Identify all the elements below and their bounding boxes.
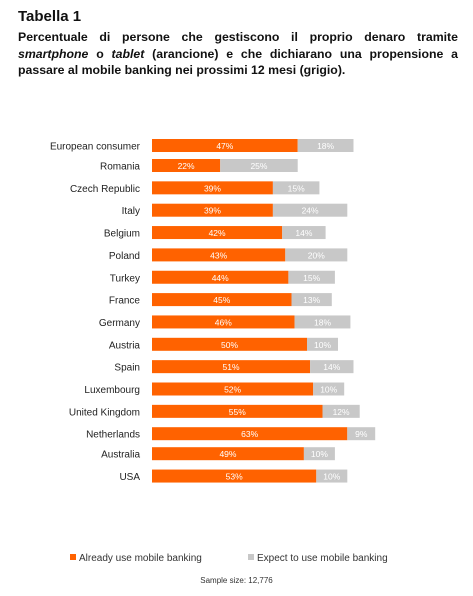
value-label-already-czech-republic: 39% [204, 183, 221, 193]
value-label-already-turkey: 44% [212, 273, 229, 283]
bar-already-usa [152, 469, 317, 483]
value-label-expect-spain: 14% [323, 362, 340, 372]
bar-already-australia [152, 447, 304, 461]
category-label-germany: Germany [99, 318, 140, 329]
bar-expect-australia [303, 447, 335, 461]
sample-size-note: Sample size: 12,776 [200, 576, 273, 585]
bar-expect-austria [307, 337, 338, 351]
value-label-expect-australia: 10% [311, 449, 328, 459]
value-label-already-belgium: 42% [209, 228, 226, 238]
value-label-already-australia: 49% [219, 449, 236, 459]
bar-already-european-consumer [152, 139, 298, 152]
bar-already-czech-republic [152, 181, 273, 195]
legend-label-expect: Expect to use mobile banking [257, 553, 388, 564]
value-label-expect-netherlands: 9% [355, 429, 368, 439]
caption-tablet: tablet [111, 46, 145, 61]
value-label-already-france: 45% [213, 295, 230, 305]
category-label-united-kingdom: United Kingdom [69, 407, 140, 418]
bar-already-austria [152, 337, 307, 351]
bar-expect-european-consumer [297, 139, 354, 152]
bar-expect-turkey [288, 270, 335, 284]
category-label-luxembourg: Luxembourg [84, 385, 140, 396]
table-title: Tabella 1 [18, 8, 82, 25]
value-label-expect-luxembourg: 10% [320, 385, 337, 395]
caption-text-2: o [88, 46, 112, 61]
legend-item-already: Already use mobile banking [70, 553, 202, 564]
bar-expect-france [291, 293, 332, 307]
chart-caption: Percentuale di persone che gestiscono il… [18, 29, 458, 79]
value-label-expect-turkey: 15% [303, 273, 320, 283]
bar-expect-belgium [282, 226, 326, 240]
category-label-european-consumer: European consumer [50, 142, 141, 153]
legend-swatch-already [70, 554, 76, 561]
bar-already-spain [152, 360, 311, 374]
bar-expect-romania [220, 159, 298, 172]
bar-already-italy [152, 203, 273, 217]
value-label-already-european-consumer: 47% [216, 141, 233, 151]
bar-expect-luxembourg [313, 382, 345, 396]
category-label-romania: Romania [100, 162, 140, 173]
category-label-netherlands: Netherlands [86, 430, 140, 441]
category-label-belgium: Belgium [104, 229, 140, 240]
value-label-already-luxembourg: 52% [224, 385, 241, 395]
caption-text-3: (arancione) e che dichiarano una propens… [18, 46, 458, 78]
bar-expect-germany [294, 315, 351, 329]
value-label-expect-austria: 10% [314, 340, 331, 350]
bar-already-luxembourg [152, 382, 314, 396]
bar-already-belgium [152, 226, 283, 240]
bar-already-netherlands [152, 427, 348, 441]
caption-smartphone: smartphone [18, 46, 89, 61]
bar-expect-united-kingdom [322, 404, 360, 418]
bar-already-germany [152, 315, 295, 329]
category-label-spain: Spain [114, 363, 140, 374]
value-label-already-poland: 43% [210, 250, 227, 260]
category-label-turkey: Turkey [110, 273, 140, 284]
category-label-poland: Poland [109, 251, 140, 262]
category-label-italy: Italy [122, 206, 140, 217]
bar-expect-usa [316, 469, 348, 483]
category-label-usa: USA [119, 472, 140, 483]
category-label-france: France [109, 296, 141, 307]
value-label-already-usa: 53% [226, 472, 243, 482]
bar-expect-poland [285, 248, 348, 262]
bar-already-france [152, 293, 292, 307]
value-label-already-spain: 51% [223, 362, 240, 372]
bar-expect-netherlands [347, 427, 376, 441]
bar-already-romania [152, 159, 221, 172]
value-label-expect-italy: 24% [302, 206, 319, 216]
category-label-austria: Austria [109, 340, 141, 351]
bar-expect-czech-republic [272, 181, 320, 195]
value-label-already-romania: 22% [178, 161, 195, 171]
bar-already-united-kingdom [152, 404, 323, 418]
bar-expect-spain [310, 360, 354, 374]
legend-item-expect: Expect to use mobile banking [248, 553, 388, 564]
legend-label-already: Already use mobile banking [79, 553, 202, 564]
value-label-expect-germany: 18% [314, 317, 331, 327]
value-label-already-austria: 50% [221, 340, 238, 350]
value-label-expect-poland: 20% [308, 250, 325, 260]
bar-already-turkey [152, 270, 289, 284]
value-label-expect-czech-republic: 15% [288, 183, 305, 193]
value-label-expect-belgium: 14% [295, 228, 312, 238]
value-label-expect-united-kingdom: 12% [333, 407, 350, 417]
value-label-expect-usa: 10% [323, 472, 340, 482]
bar-expect-italy [272, 203, 348, 217]
value-label-already-netherlands: 63% [241, 429, 258, 439]
value-label-already-germany: 46% [215, 317, 232, 327]
value-label-expect-france: 13% [303, 295, 320, 305]
value-label-expect-romania: 25% [250, 161, 267, 171]
value-label-already-italy: 39% [204, 206, 221, 216]
bar-already-poland [152, 248, 286, 262]
legend-swatch-expect [248, 554, 254, 561]
value-label-already-united-kingdom: 55% [229, 407, 246, 417]
category-label-australia: Australia [101, 450, 140, 461]
category-label-czech-republic: Czech Republic [70, 184, 140, 195]
value-label-expect-european-consumer: 18% [317, 141, 334, 151]
caption-text-1: Percentuale di persone che gestiscono il… [18, 30, 458, 44]
